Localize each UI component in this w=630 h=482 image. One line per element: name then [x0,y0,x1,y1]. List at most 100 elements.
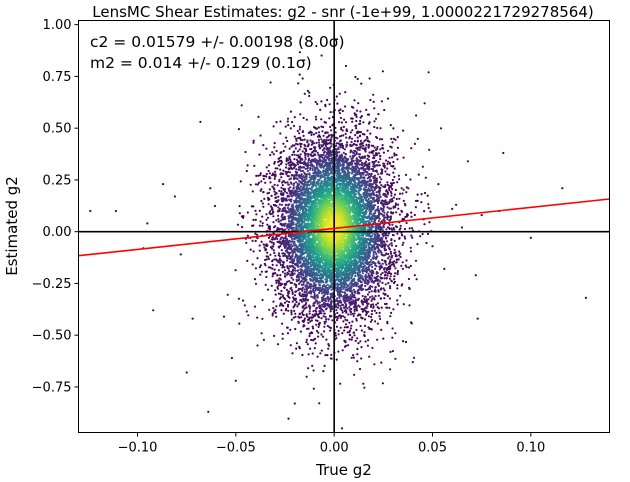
scatter-point [396,136,399,139]
scatter-point [295,139,298,142]
scatter-point [369,98,372,102]
scatter-point [327,318,330,321]
scatter-point [277,199,280,202]
scatter-point [292,221,295,224]
scatter-point [428,148,431,151]
scatter-point [345,326,348,329]
scatter-point [301,130,304,134]
scatter-point [354,305,357,308]
scatter-point [386,216,389,219]
scatter-point [284,297,287,301]
scatter-point [237,297,240,300]
scatter-point [350,338,353,341]
scatter-point [404,237,407,240]
scatter-point [292,278,295,281]
scatter-point [305,175,308,178]
scatter-point [258,249,261,252]
scatter-point [297,137,300,140]
scatter-point [373,232,376,235]
scatter-point [352,106,355,109]
scatter-point [274,289,277,292]
scatter-point [328,142,331,145]
scatter-point [405,191,408,194]
scatter-point [324,354,327,357]
scatter-point [338,92,341,95]
scatter-point [304,156,307,159]
scatter-point [425,241,428,245]
scatter-point [316,319,319,322]
scatter-point [365,244,368,247]
scatter-point [295,181,298,184]
scatter-point [315,329,319,333]
scatter-point [389,252,393,255]
scatter-point [335,358,338,361]
scatter-point [312,142,316,145]
scatter-point [387,252,390,256]
scatter-point [389,315,392,318]
scatter-point [310,331,313,334]
scatter-point [335,319,338,322]
scatter-point [362,173,365,176]
scatter-point [371,303,375,306]
scatter-point [373,276,376,279]
scatter-point [323,325,326,328]
scatter-point [392,308,395,311]
scatter-point [349,327,352,330]
scatter-point [350,324,353,327]
scatter-point [318,301,321,304]
scatter-point [263,197,266,200]
scatter-point [285,191,288,194]
scatter-point [336,306,340,309]
scatter-point [460,226,464,229]
scatter-point [390,227,393,230]
scatter-point [399,255,402,259]
scatter-point [367,298,370,301]
scatter-point [356,271,359,274]
scatter-point [316,294,319,297]
scatter-point [357,297,360,300]
scatter-point [363,162,366,165]
scatter-point [386,294,389,298]
scatter-point [308,94,311,98]
scatter-point [295,211,298,214]
scatter-point [379,207,382,210]
scatter-point [392,281,396,285]
scatter-point [358,167,361,170]
scatter-point [357,285,360,288]
scatter-point [285,300,288,303]
scatter-point [313,147,316,150]
scatter-point [311,296,314,299]
scatter-point [352,288,355,291]
scatter-point [305,375,308,378]
scatter-point [305,257,308,260]
scatter-point [300,298,303,302]
scatter-point [293,258,296,261]
scatter-point [431,245,434,248]
scatter-point [316,151,319,154]
scatter-point [388,173,391,176]
scatter-point [384,195,387,198]
scatter-point [236,223,240,226]
scatter-point [282,196,285,200]
scatter-point [298,148,301,151]
scatter-point [348,338,351,341]
scatter-point [408,304,411,307]
scatter-point [252,205,255,208]
scatter-point [375,183,378,186]
scatter-point [279,120,282,123]
scatter-point [371,346,374,350]
scatter-point [390,137,393,140]
scatter-point [323,364,326,367]
scatter-point [298,73,301,76]
scatter-point [281,294,284,297]
scatter-point [245,310,248,313]
scatter-point [213,204,217,208]
scatter-point [274,293,277,296]
scatter-point [341,290,344,294]
scatter-point [300,275,303,278]
scatter-point [408,227,411,230]
scatter-point [381,204,385,207]
scatter-point [321,335,325,338]
scatter-point [307,367,310,370]
scatter-point [398,192,402,195]
